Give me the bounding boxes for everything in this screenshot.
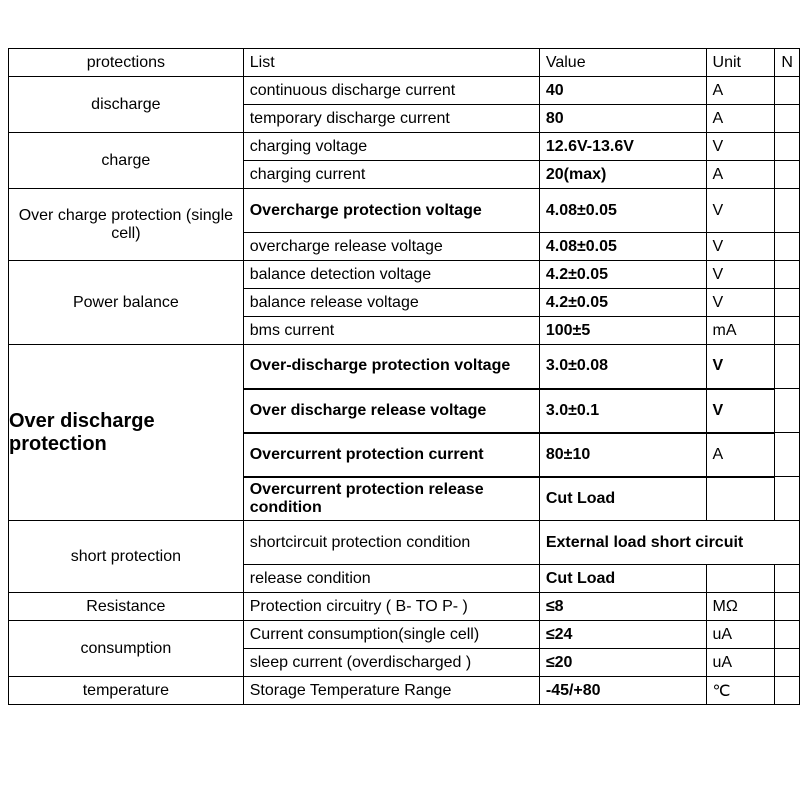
header-n: N	[775, 49, 800, 77]
group-label: Resistance	[9, 593, 244, 621]
cell-list: bms current	[243, 317, 539, 345]
table-row: Over discharge protectionOver-discharge …	[9, 345, 800, 389]
group-label: consumption	[9, 621, 244, 677]
cell-n	[775, 105, 800, 133]
cell-n	[775, 233, 800, 261]
cell-n	[775, 565, 800, 593]
cell-value: 20(max)	[539, 161, 706, 189]
cell-n	[775, 345, 800, 389]
table-row: Power balancebalance detection voltage4.…	[9, 261, 800, 289]
cell-unit: A	[706, 433, 775, 477]
cell-n	[775, 621, 800, 649]
cell-unit: V	[706, 389, 775, 433]
cell-value: ≤8	[539, 593, 706, 621]
cell-n	[775, 161, 800, 189]
table-row: Over charge protection (single cell)Over…	[9, 189, 800, 233]
group-label: discharge	[9, 77, 244, 133]
header-unit: Unit	[706, 49, 775, 77]
cell-value: 3.0±0.08	[539, 345, 706, 389]
cell-n	[775, 289, 800, 317]
cell-unit: V	[706, 289, 775, 317]
cell-list: overcharge release voltage	[243, 233, 539, 261]
group-label: Power balance	[9, 261, 244, 345]
table-row: chargecharging voltage12.6V-13.6VV	[9, 133, 800, 161]
header-protections: protections	[9, 49, 244, 77]
cell-unit: V	[706, 345, 775, 389]
cell-n	[775, 389, 800, 433]
cell-n	[775, 477, 800, 521]
cell-value: ≤24	[539, 621, 706, 649]
cell-list: Overcurrent protection current	[243, 433, 539, 477]
cell-list: continuous discharge current	[243, 77, 539, 105]
group-label: temperature	[9, 677, 244, 705]
specs-table: protections List Value Unit N dischargec…	[8, 48, 800, 705]
cell-list: Storage Temperature Range	[243, 677, 539, 705]
group-label: Over charge protection (single cell)	[9, 189, 244, 261]
cell-unit: mA	[706, 317, 775, 345]
cell-n	[775, 317, 800, 345]
cell-unit: A	[706, 161, 775, 189]
cell-unit: V	[706, 133, 775, 161]
cell-list: sleep current (overdischarged )	[243, 649, 539, 677]
cell-value: 80	[539, 105, 706, 133]
cell-value: 80±10	[539, 433, 706, 477]
cell-n	[775, 649, 800, 677]
cell-n	[775, 189, 800, 233]
cell-unit: MΩ	[706, 593, 775, 621]
cell-list: charging current	[243, 161, 539, 189]
cell-list: Over discharge release voltage	[243, 389, 539, 433]
cell-list: release condition	[243, 565, 539, 593]
cell-n	[775, 593, 800, 621]
cell-list: Current consumption(single cell)	[243, 621, 539, 649]
cell-unit: ℃	[706, 677, 775, 705]
cell-value: 4.2±0.05	[539, 261, 706, 289]
cell-unit: A	[706, 77, 775, 105]
cell-unit: V	[706, 233, 775, 261]
table-row: dischargecontinuous discharge current40A	[9, 77, 800, 105]
cell-value-span: External load short circuit	[539, 521, 799, 565]
group-label: Over discharge protection	[9, 345, 244, 521]
table-row: consumptionCurrent consumption(single ce…	[9, 621, 800, 649]
table-row: temperatureStorage Temperature Range-45/…	[9, 677, 800, 705]
cell-value: -45/+80	[539, 677, 706, 705]
cell-unit: V	[706, 189, 775, 233]
cell-unit	[706, 477, 775, 521]
cell-list: balance detection voltage	[243, 261, 539, 289]
cell-value: 3.0±0.1	[539, 389, 706, 433]
cell-list: temporary discharge current	[243, 105, 539, 133]
cell-value: ≤20	[539, 649, 706, 677]
cell-list: Overcharge protection voltage	[243, 189, 539, 233]
table-row: short protectionshortcircuit protection …	[9, 521, 800, 565]
cell-value: 12.6V-13.6V	[539, 133, 706, 161]
group-label: charge	[9, 133, 244, 189]
cell-list: balance release voltage	[243, 289, 539, 317]
table-row: ResistanceProtection circuitry ( B- TO P…	[9, 593, 800, 621]
header-list: List	[243, 49, 539, 77]
cell-value: 40	[539, 77, 706, 105]
cell-list: Over-discharge protection voltage	[243, 345, 539, 389]
cell-unit: uA	[706, 621, 775, 649]
group-label: short protection	[9, 521, 244, 593]
cell-list: shortcircuit protection condition	[243, 521, 539, 565]
cell-value: 100±5	[539, 317, 706, 345]
cell-n	[775, 133, 800, 161]
cell-unit: uA	[706, 649, 775, 677]
cell-value: 4.2±0.05	[539, 289, 706, 317]
cell-list: Protection circuitry ( B- TO P- )	[243, 593, 539, 621]
cell-list: Overcurrent protection release condition	[243, 477, 539, 521]
cell-list: charging voltage	[243, 133, 539, 161]
cell-value: Cut Load	[539, 565, 706, 593]
table-header-row: protections List Value Unit N	[9, 49, 800, 77]
cell-value: Cut Load	[539, 477, 706, 521]
cell-unit: V	[706, 261, 775, 289]
cell-unit: A	[706, 105, 775, 133]
cell-n	[775, 261, 800, 289]
header-value: Value	[539, 49, 706, 77]
cell-value: 4.08±0.05	[539, 189, 706, 233]
cell-unit	[706, 565, 775, 593]
cell-n	[775, 77, 800, 105]
cell-value: 4.08±0.05	[539, 233, 706, 261]
cell-n	[775, 433, 800, 477]
cell-n	[775, 677, 800, 705]
